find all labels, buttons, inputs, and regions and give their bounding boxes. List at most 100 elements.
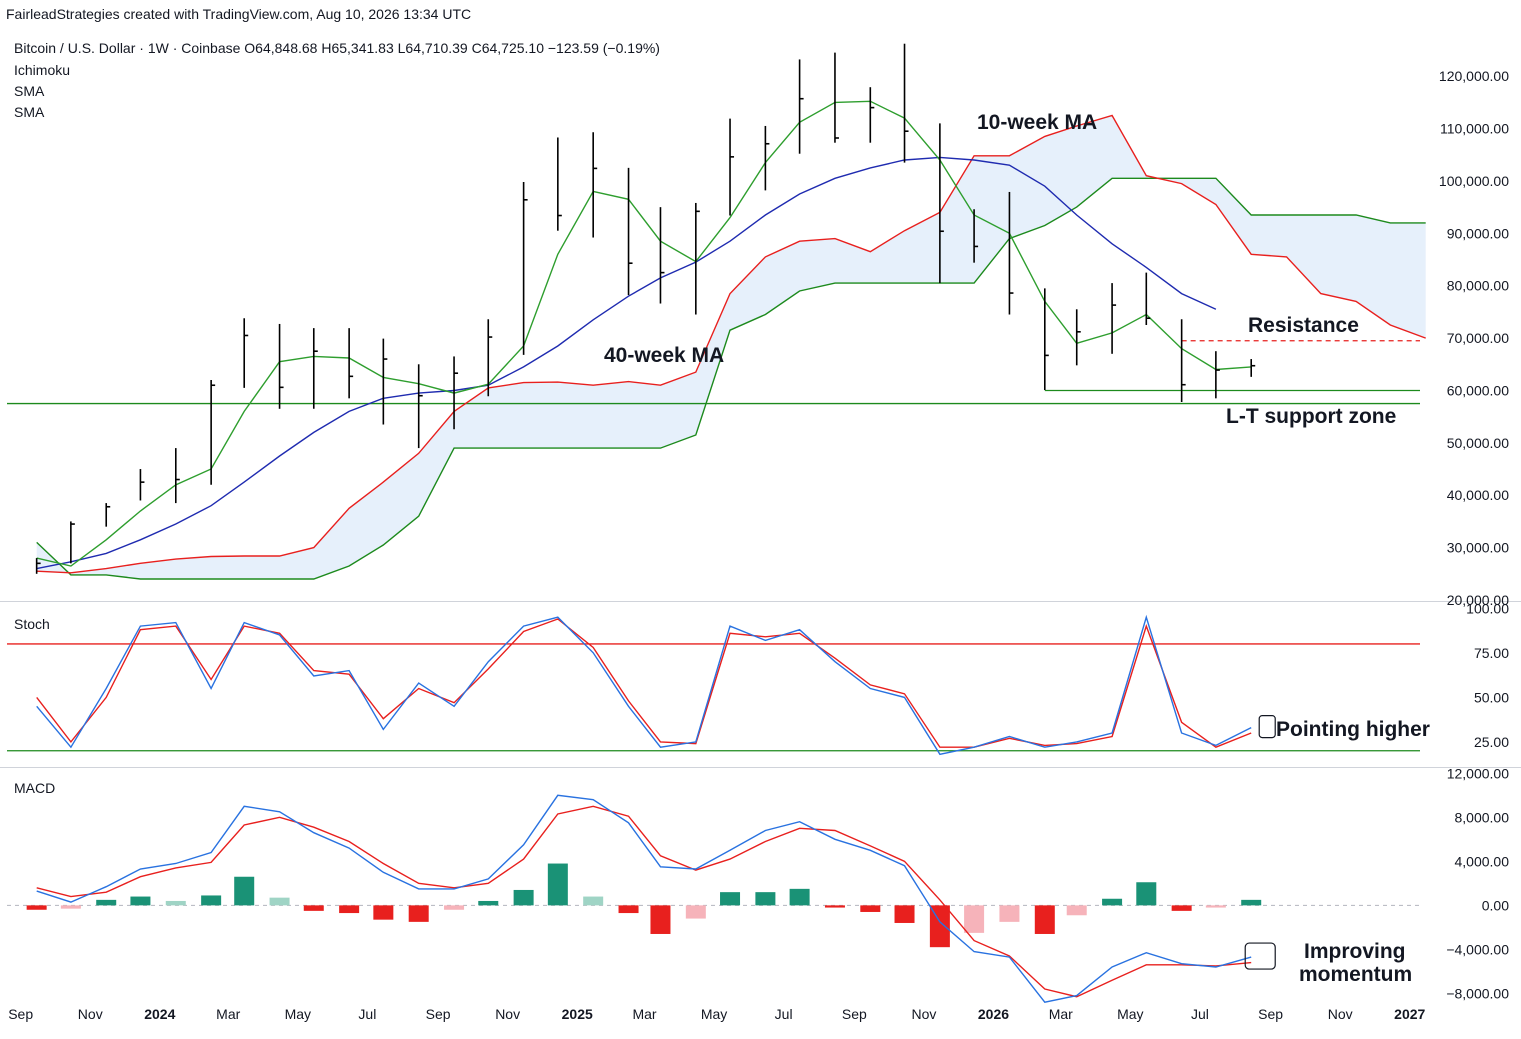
price-axis-tick-1: 110,000.00 [1440, 121, 1509, 137]
macd-histogram-bar-2025-11 [929, 905, 950, 948]
macd-histogram-bar-2025-09 [860, 905, 881, 912]
stoch-annotation: Pointing higher [1276, 718, 1430, 741]
macd-histogram-bar-2026-07 [1205, 905, 1226, 908]
macd-annotation-line1: Improving [1304, 940, 1406, 963]
macd-histogram-bar-2025-06 [755, 892, 776, 906]
price-axis-tick-10: 20,000.00 [1447, 592, 1509, 608]
macd-histogram-bar-2025-05 [720, 892, 741, 906]
stoch-axis-tick-1: 75.00 [1474, 645, 1509, 661]
time-axis-tick-4: May [285, 1006, 311, 1022]
indicator-legend-ichimoku: Ichimoku [14, 62, 71, 78]
time-axis-tick-16: May [1117, 1006, 1143, 1022]
macd-histogram-bar-2026-04 [1102, 898, 1123, 906]
macd-histogram-bar-2026-08 [1241, 899, 1262, 906]
price-axis-tick-9: 30,000.00 [1447, 540, 1509, 556]
price-axis-tick-3: 90,000.00 [1447, 225, 1509, 241]
time-axis-tick-13: Nov [911, 1006, 936, 1022]
stoch-axis-tick-3: 25.00 [1474, 734, 1509, 750]
macd-histogram-bar-2024-06 [339, 905, 360, 914]
macd-histogram-bar-2025-04 [685, 905, 706, 919]
price-axis-tick-6: 60,000.00 [1447, 382, 1509, 398]
macd-axis-tick-2: 4,000.00 [1455, 853, 1510, 869]
time-axis-tick-1: Nov [78, 1006, 103, 1022]
macd-histogram-bar-2023-10 [60, 905, 81, 909]
macd-histogram-bar-2026-05 [1136, 882, 1157, 906]
macd-histogram-bar-2026-01 [999, 905, 1020, 922]
sma-10-week-line [36, 100, 1252, 567]
stoch-pane-label: Stoch [14, 616, 50, 632]
price-axis-tick-4: 80,000.00 [1447, 278, 1509, 294]
macd-histogram-bar-2025-01 [583, 896, 604, 906]
macd-histogram-bar-2024-07 [373, 905, 394, 920]
time-axis-tick-9: Mar [632, 1006, 656, 1022]
macd-histogram-bar-2024-12 [547, 863, 568, 906]
macd-histogram-bar-2023-11 [96, 899, 117, 906]
symbol-legend: Bitcoin / U.S. Dollar · 1W · Coinbase O6… [14, 40, 660, 56]
macd-axis-tick-1: 8,000.00 [1455, 809, 1510, 825]
macd-signal-line [36, 805, 1252, 998]
indicator-legend-sma-1: SMA [14, 83, 45, 99]
time-axis-tick-11: Jul [775, 1006, 793, 1022]
macd-histogram-bar-2024-05 [303, 905, 324, 911]
macd-histogram-bar-2024-11 [513, 889, 534, 906]
time-axis-tick-18: Sep [1258, 1006, 1283, 1022]
ma10-annotation: 10-week MA [977, 111, 1098, 134]
time-axis-tick-8: 2025 [562, 1006, 593, 1022]
indicator-legend-sma-2: SMA [14, 104, 45, 120]
ma40-annotation: 40-week MA [604, 344, 725, 367]
macd-histogram-bar-2024-02 [201, 895, 222, 906]
macd-annotation-line2: momentum [1299, 963, 1413, 986]
time-axis-tick-20: 2027 [1394, 1006, 1425, 1022]
time-axis-tick-2: 2024 [144, 1006, 175, 1022]
stoch-axis-tick-0: 100.00 [1466, 600, 1509, 616]
macd-histogram-bar-2026-03 [1066, 905, 1087, 916]
macd-histogram-bar-2023-12 [130, 896, 151, 906]
price-axis-tick-7: 50,000.00 [1447, 435, 1509, 451]
support-annotation: L-T support zone [1226, 405, 1397, 428]
macd-histogram-bar-2026-02 [1034, 905, 1055, 934]
time-axis-tick-10: May [701, 1006, 727, 1022]
time-axis-tick-6: Sep [426, 1006, 451, 1022]
macd-histogram-bar-2024-03 [234, 876, 255, 906]
macd-histogram-bar-2026-06 [1171, 905, 1192, 911]
macd-axis-tick-0: 12,000.00 [1447, 765, 1509, 781]
macd-histogram-bar-2025-02 [618, 905, 639, 914]
macd-histogram-bar-2024-01 [165, 900, 186, 906]
time-axis-tick-15: Mar [1049, 1006, 1073, 1022]
time-axis-tick-3: Mar [216, 1006, 240, 1022]
price-axis-tick-2: 100,000.00 [1439, 173, 1509, 189]
ichimoku-span-a-line [36, 114, 1426, 574]
macd-marker-box [1244, 942, 1276, 970]
resistance-annotation: Resistance [1248, 314, 1359, 337]
macd-line [36, 794, 1252, 1003]
time-axis-tick-12: Sep [842, 1006, 867, 1022]
macd-histogram-bar-2023-09 [26, 905, 47, 910]
stoch-d-line [36, 618, 1252, 748]
ichimoku-cloud [36, 115, 1426, 579]
sma-40-week-line [36, 156, 1217, 570]
macd-histogram-bar-2024-04 [269, 897, 290, 906]
stoch-marker-box [1258, 715, 1276, 739]
macd-histogram-bar-2025-08 [824, 905, 845, 908]
macd-pane-label: MACD [14, 780, 56, 796]
time-axis-tick-14: 2026 [978, 1006, 1009, 1022]
price-axis-tick-0: 120,000.00 [1439, 68, 1509, 84]
time-axis-tick-7: Nov [495, 1006, 520, 1022]
time-axis-tick-5: Jul [358, 1006, 376, 1022]
macd-histogram-bar-2025-10 [894, 905, 915, 923]
macd-histogram-bar-2024-10 [478, 900, 499, 906]
time-axis-tick-19: Nov [1328, 1006, 1353, 1022]
macd-axis-tick-3: 0.00 [1482, 897, 1509, 913]
stoch-k-line [36, 614, 1252, 756]
time-axis-tick-0: Sep [8, 1006, 33, 1022]
macd-histogram-bar-2025-03 [650, 905, 671, 934]
price-axis-tick-8: 40,000.00 [1447, 487, 1509, 503]
stoch-axis-tick-2: 50.00 [1474, 689, 1509, 705]
macd-axis-tick-4: −4,000.00 [1446, 941, 1509, 957]
price-axis-tick-5: 70,000.00 [1447, 330, 1509, 346]
macd-axis-tick-5: −8,000.00 [1446, 985, 1509, 1001]
macd-histogram-bar-2024-08 [408, 905, 429, 922]
attribution-text: FairleadStrategies created with TradingV… [6, 6, 472, 22]
